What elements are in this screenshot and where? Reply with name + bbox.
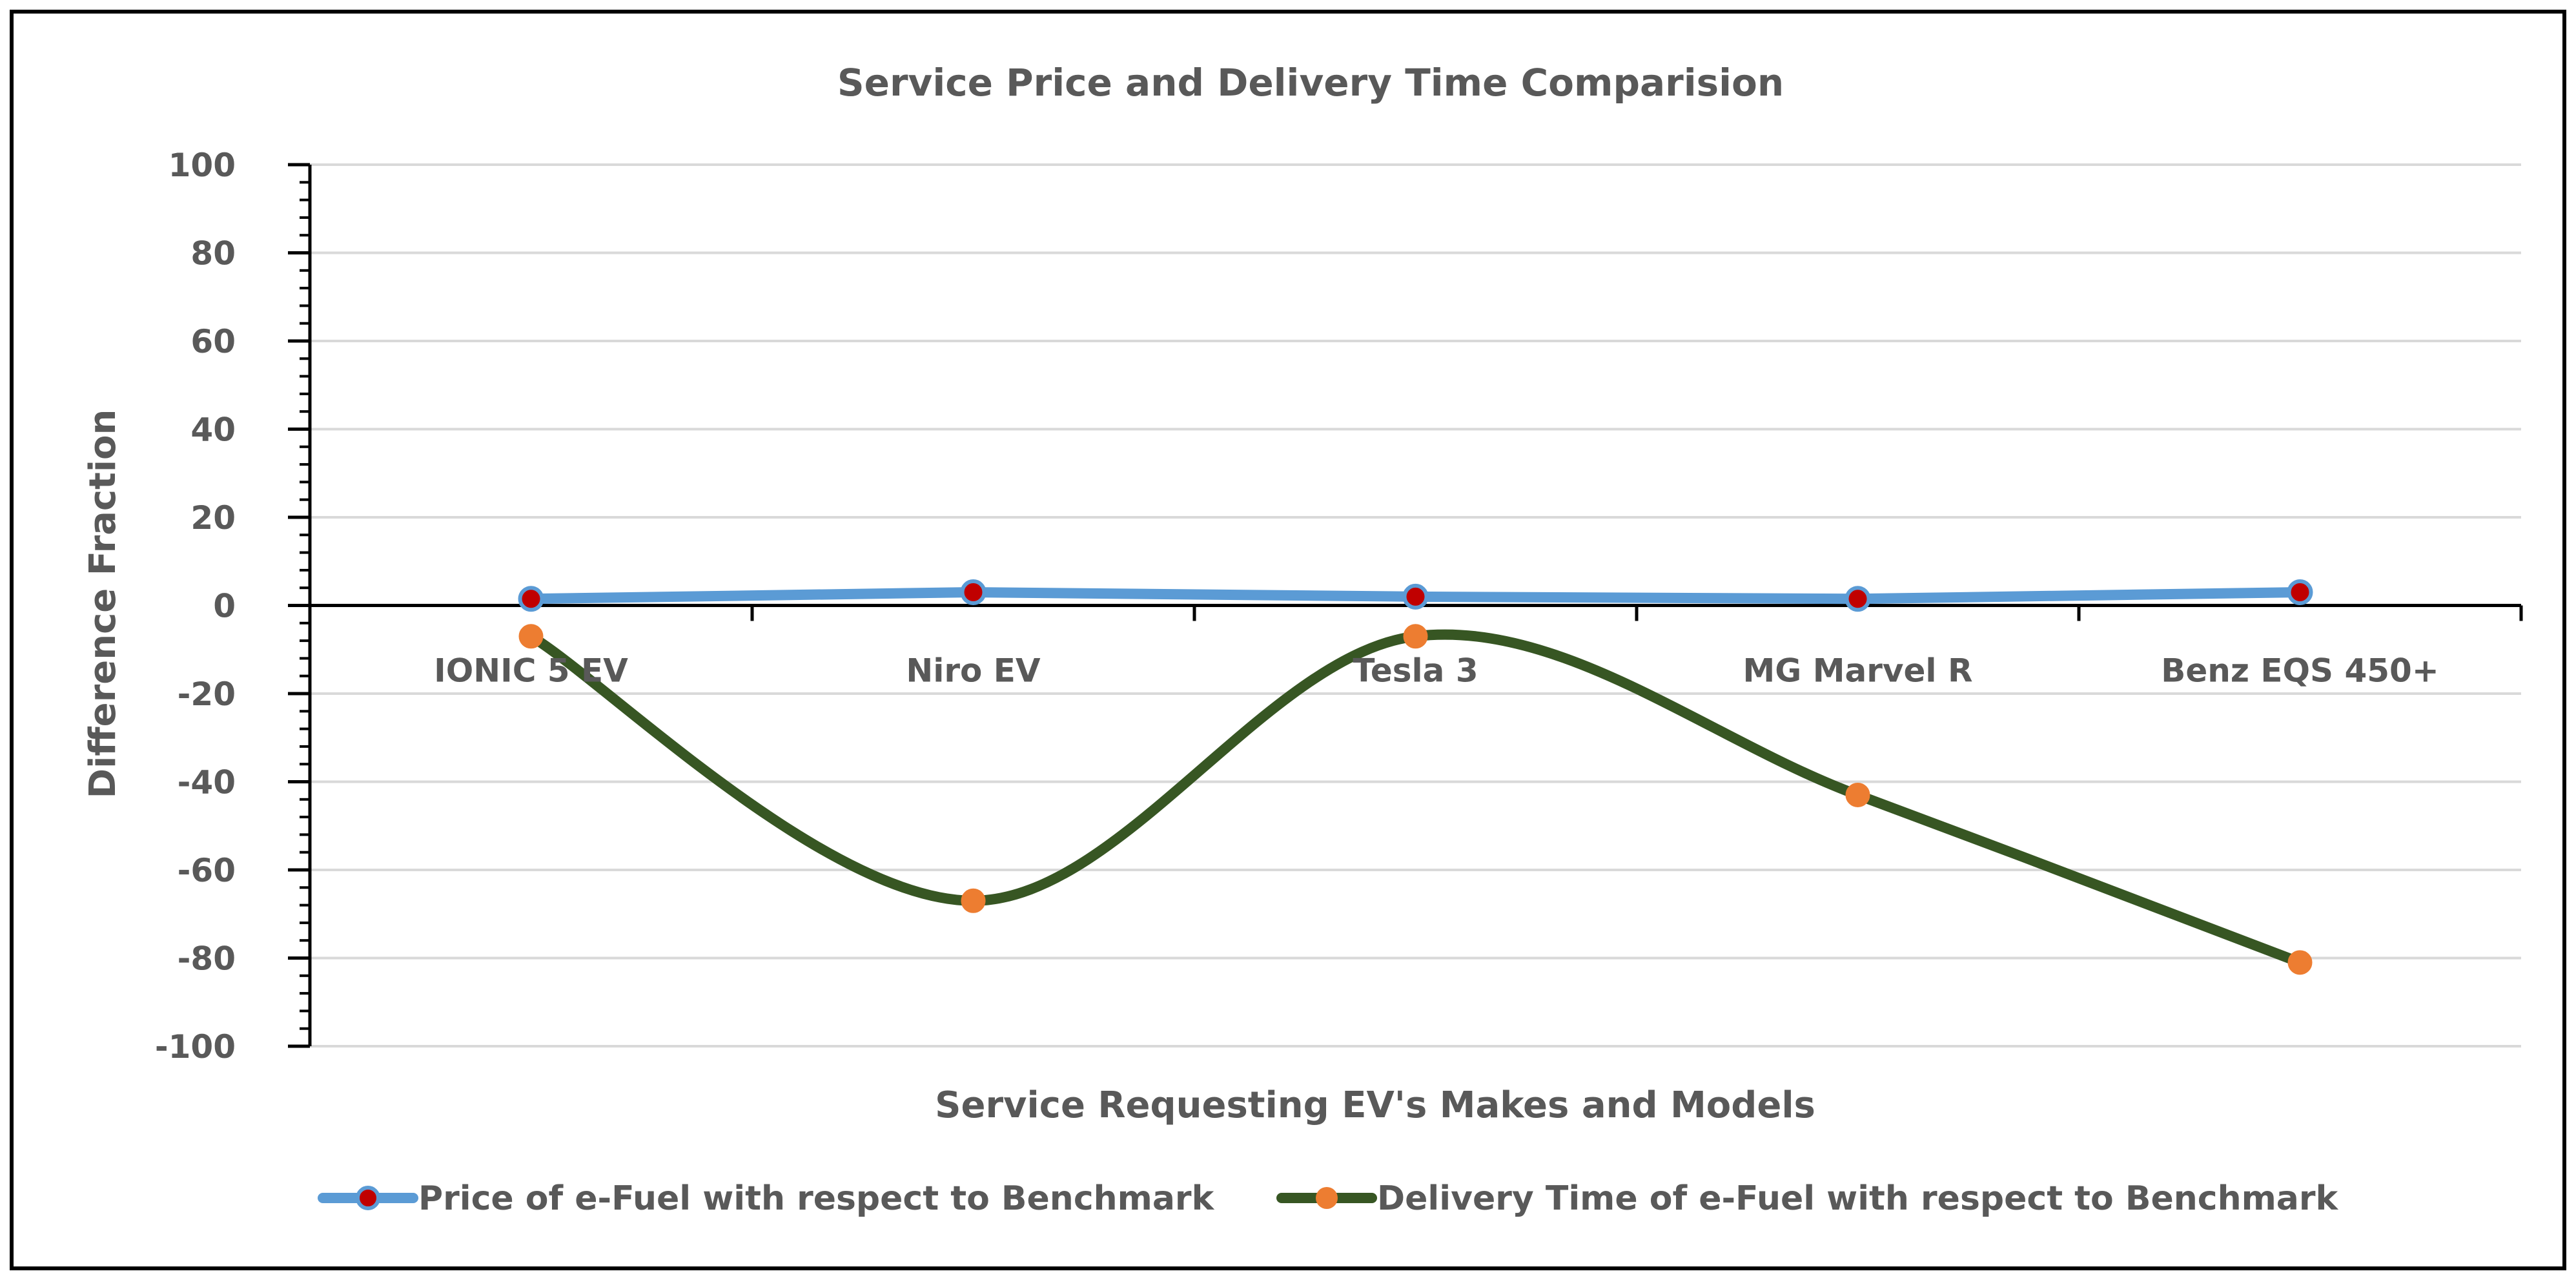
chart-title: Service Price and Delivery Time Comparis… <box>837 61 1784 105</box>
x-axis-title: Service Requesting EV's Makes and Models <box>935 1084 1815 1126</box>
y-axis-title: Difference Fraction <box>82 409 124 799</box>
series-2-point <box>961 888 986 913</box>
series-2-point <box>2287 950 2313 975</box>
y-tick-label: -20 <box>178 676 236 713</box>
y-tick-label: -80 <box>178 940 236 978</box>
legend: Price of e-Fuel with respect to Benchmar… <box>318 1179 2339 1218</box>
y-tick-label: 100 <box>169 147 236 184</box>
legend-label: Delivery Time of e-Fuel with respect to … <box>1377 1179 2339 1218</box>
y-tick-label: -60 <box>178 852 236 889</box>
x-category-label: MG Marvel R <box>1743 652 1973 690</box>
x-category-label: Tesla 3 <box>1353 652 1478 690</box>
y-tick-label: 60 <box>190 323 236 360</box>
legend-swatch-marker <box>1316 1187 1338 1209</box>
series-2-point <box>1403 624 1428 649</box>
y-tick-label: 20 <box>190 499 236 537</box>
y-tick-label: -100 <box>155 1028 236 1066</box>
series-1-point <box>1402 583 1429 610</box>
series-1-point <box>518 586 544 612</box>
y-tick-labels: 100 80 60 40 20 0 -20 -40 -60 -80 -100 <box>155 147 236 1066</box>
series-1-point <box>1845 586 1871 612</box>
y-tick-label: 80 <box>190 235 236 273</box>
series-1-point <box>960 579 986 606</box>
x-category-labels: IONIC 5 EV Niro EV Tesla 3 MG Marvel R Benz … <box>434 652 2439 690</box>
y-tick-label: 0 <box>213 588 236 625</box>
y-tick-label: 40 <box>190 411 236 449</box>
x-category-label: Benz EQS 450+ <box>2161 652 2438 690</box>
series-2-point <box>518 624 544 649</box>
x-category-label: IONIC 5 EV <box>434 652 628 690</box>
legend-swatch-marker <box>356 1186 380 1210</box>
x-category-label: Niro EV <box>906 652 1041 690</box>
chart-frame <box>10 10 2566 1270</box>
series-2-point <box>1845 782 1870 807</box>
series-line-2 <box>526 629 2305 968</box>
legend-label: Price of e-Fuel with respect to Benchmar… <box>418 1179 1215 1218</box>
data-series <box>518 579 2313 975</box>
series-1-point <box>2287 579 2313 606</box>
y-tick-label: -40 <box>178 764 236 801</box>
